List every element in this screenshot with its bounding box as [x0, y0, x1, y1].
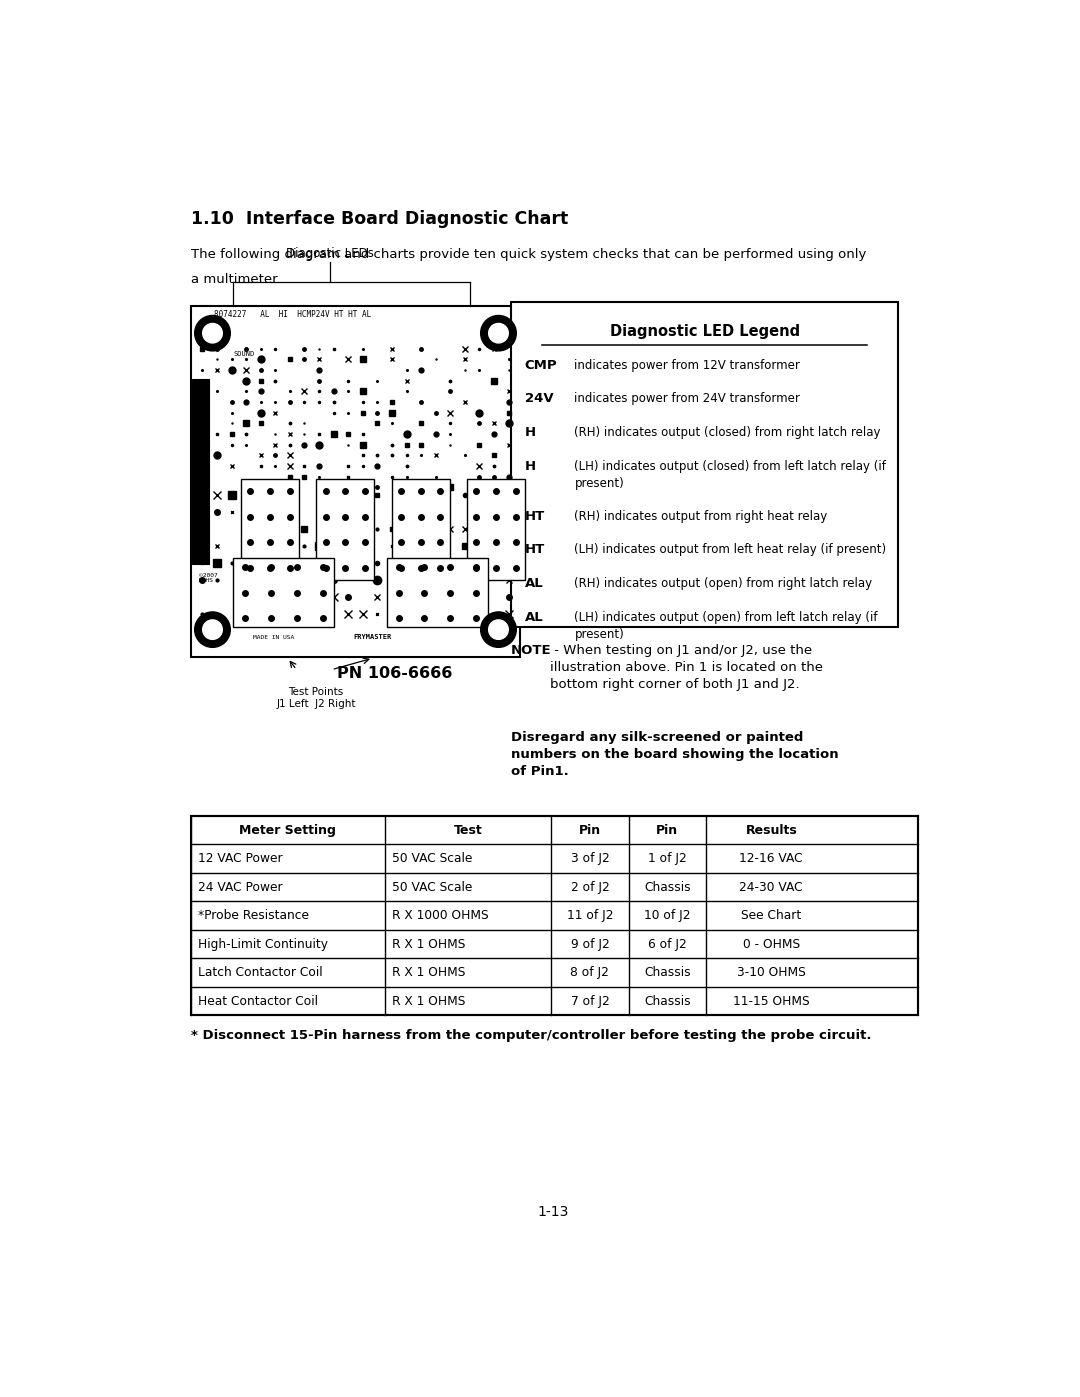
Circle shape — [203, 324, 222, 342]
FancyBboxPatch shape — [316, 479, 375, 580]
Text: R X 1 OHMS: R X 1 OHMS — [392, 967, 464, 979]
Text: 8 of J2: 8 of J2 — [570, 967, 609, 979]
FancyBboxPatch shape — [392, 479, 449, 580]
Text: 12-16 VAC: 12-16 VAC — [740, 852, 804, 865]
Text: indicates power from 12V transformer: indicates power from 12V transformer — [575, 359, 800, 372]
Text: HT: HT — [525, 543, 545, 556]
Text: Pin: Pin — [579, 824, 600, 837]
Circle shape — [481, 316, 516, 351]
Text: Diagnostic LED Legend: Diagnostic LED Legend — [609, 324, 799, 339]
Text: 1.10  Interface Board Diagnostic Chart: 1.10 Interface Board Diagnostic Chart — [191, 210, 568, 228]
Text: Heat Contactor Coil: Heat Contactor Coil — [198, 995, 318, 1007]
Text: Chassis: Chassis — [644, 995, 691, 1007]
Text: 11 of J2: 11 of J2 — [567, 909, 613, 922]
FancyBboxPatch shape — [387, 557, 488, 627]
Text: SOUND: SOUND — [233, 351, 255, 356]
Text: Latch Contactor Coil: Latch Contactor Coil — [198, 967, 323, 979]
Text: MADE IN USA: MADE IN USA — [253, 634, 294, 640]
Text: High-Limit Continuity: High-Limit Continuity — [198, 937, 327, 951]
Circle shape — [194, 316, 230, 351]
Text: Chassis: Chassis — [644, 880, 691, 894]
Text: 50 VAC Scale: 50 VAC Scale — [392, 880, 472, 894]
Text: 24-30 VAC: 24-30 VAC — [740, 880, 804, 894]
Text: 24V: 24V — [525, 393, 553, 405]
Text: Results: Results — [745, 824, 797, 837]
FancyBboxPatch shape — [511, 302, 899, 627]
Text: 1-13: 1-13 — [538, 1204, 569, 1218]
Text: * Disconnect 15-Pin harness from the computer/controller before testing the prob: * Disconnect 15-Pin harness from the com… — [191, 1030, 872, 1042]
FancyBboxPatch shape — [241, 479, 299, 580]
FancyBboxPatch shape — [191, 816, 918, 1016]
Text: 8074227   AL  HI  HCMP24V HT HT AL: 8074227 AL HI HCMP24V HT HT AL — [214, 310, 372, 319]
Text: PN 106-6666: PN 106-6666 — [337, 666, 453, 680]
Text: *Probe Resistance: *Probe Resistance — [198, 909, 309, 922]
Text: H: H — [525, 426, 536, 440]
Text: HT: HT — [525, 510, 545, 522]
Text: The following diagram and charts provide ten quick system checks that can be per: The following diagram and charts provide… — [191, 249, 866, 261]
Circle shape — [488, 324, 509, 342]
FancyBboxPatch shape — [192, 380, 210, 564]
Circle shape — [203, 620, 222, 640]
Text: (LH) indicates output (closed) from left latch relay (if
present): (LH) indicates output (closed) from left… — [575, 460, 887, 490]
Text: 10 of J2: 10 of J2 — [644, 909, 691, 922]
FancyBboxPatch shape — [191, 306, 521, 657]
Text: (LH) indicates output from left heat relay (if present): (LH) indicates output from left heat rel… — [575, 543, 887, 556]
Text: Diagostic LEDs: Diagostic LEDs — [286, 247, 375, 260]
Text: a multimeter.: a multimeter. — [191, 274, 281, 286]
Text: AL: AL — [525, 577, 543, 591]
Text: indicates power from 24V transformer: indicates power from 24V transformer — [575, 393, 800, 405]
Text: 1 of J2: 1 of J2 — [648, 852, 687, 865]
Text: 3-10 OHMS: 3-10 OHMS — [737, 967, 806, 979]
Text: R X 1000 OHMS: R X 1000 OHMS — [392, 909, 488, 922]
Text: See Chart: See Chart — [741, 909, 801, 922]
Text: Test Points
J1 Left  J2 Right: Test Points J1 Left J2 Right — [276, 687, 355, 710]
Text: (RH) indicates output from right heat relay: (RH) indicates output from right heat re… — [575, 510, 827, 522]
Text: Pin: Pin — [657, 824, 678, 837]
Text: (LH) indicates output (open) from left latch relay (if
present): (LH) indicates output (open) from left l… — [575, 610, 878, 641]
Text: 24 VAC Power: 24 VAC Power — [198, 880, 282, 894]
FancyBboxPatch shape — [467, 479, 525, 580]
Circle shape — [488, 620, 509, 640]
Text: NOTE: NOTE — [511, 644, 552, 657]
Text: - When testing on J1 and/or J2, use the
illustration above. Pin 1 is located on : - When testing on J1 and/or J2, use the … — [550, 644, 823, 692]
Text: 11-15 OHMS: 11-15 OHMS — [733, 995, 810, 1007]
Circle shape — [194, 612, 230, 647]
Text: AL: AL — [525, 610, 543, 624]
Text: Disregard any silk-screened or painted
numbers on the board showing the location: Disregard any silk-screened or painted n… — [511, 731, 838, 778]
Text: 12 VAC Power: 12 VAC Power — [198, 852, 282, 865]
Text: Chassis: Chassis — [644, 967, 691, 979]
Text: FRYMASTER: FRYMASTER — [353, 634, 392, 640]
Text: CMP: CMP — [525, 359, 557, 372]
Text: 6 of J2: 6 of J2 — [648, 937, 687, 951]
Text: 7 of J2: 7 of J2 — [570, 995, 609, 1007]
Text: 0 - OHMS: 0 - OHMS — [743, 937, 800, 951]
Text: (RH) indicates output (closed) from right latch relay: (RH) indicates output (closed) from righ… — [575, 426, 881, 440]
Circle shape — [481, 612, 516, 647]
Text: R X 1 OHMS: R X 1 OHMS — [392, 937, 464, 951]
Text: Test: Test — [454, 824, 483, 837]
Text: H: H — [525, 460, 536, 474]
Text: (RH) indicates output (open) from right latch relay: (RH) indicates output (open) from right … — [575, 577, 873, 591]
Text: R X 1 OHMS: R X 1 OHMS — [392, 995, 464, 1007]
FancyBboxPatch shape — [233, 557, 334, 627]
Text: Meter Setting: Meter Setting — [240, 824, 336, 837]
Text: 50 VAC Scale: 50 VAC Scale — [392, 852, 472, 865]
Text: 9 of J2: 9 of J2 — [570, 937, 609, 951]
Text: ©2007
RoHS: ©2007 RoHS — [199, 573, 217, 584]
Text: 2 of J2: 2 of J2 — [570, 880, 609, 894]
Text: 3 of J2: 3 of J2 — [570, 852, 609, 865]
